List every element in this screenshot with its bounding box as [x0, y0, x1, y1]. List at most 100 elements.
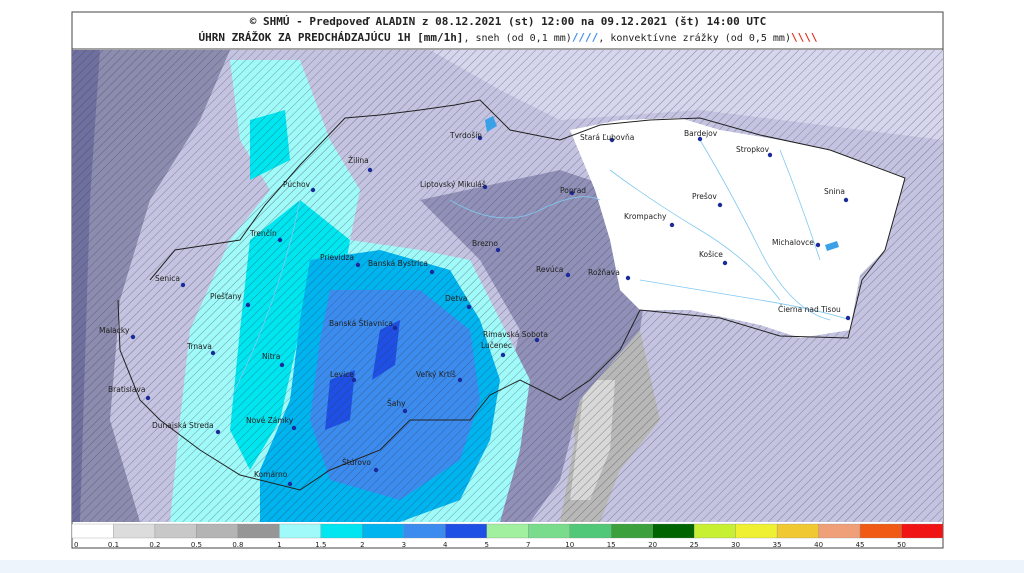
city-dot — [373, 467, 379, 473]
city-dot — [457, 377, 463, 383]
colorbar-label: 1 — [277, 541, 281, 549]
colorbar-swatch — [71, 523, 114, 539]
colorbar-label: 10 — [565, 541, 574, 549]
colorbar-label: 0 — [74, 541, 78, 549]
colorbar-label: 0.1 — [108, 541, 119, 549]
city-dot — [482, 184, 488, 190]
snow-note: , sneh (od 0,1 mm) — [463, 33, 571, 44]
city-label: Dunajská Streda — [152, 421, 214, 430]
colorbar: 0 0.1 0.2 0.5 0.8 1 1.5 2 3 4 5 7 10 15 20 25 30 35 40 45 50 — [71, 523, 944, 549]
bottom-strip — [0, 560, 1024, 573]
colorbar-label: 2 — [360, 541, 364, 549]
subtitle: ÚHRN ZRÁŽOK ZA PREDCHÁDZAJÚCU 1H [mm/1h] — [199, 31, 464, 44]
city-label: Revúca — [536, 265, 563, 274]
city-label: Krompachy — [624, 212, 667, 221]
city-label: Nitra — [262, 352, 280, 361]
city-dot — [477, 135, 483, 141]
city-label: Čierna nad Tisou — [778, 305, 841, 314]
city-dot — [569, 190, 575, 196]
colorbar-label: 15 — [607, 541, 616, 549]
city-dot — [245, 302, 251, 308]
colorbar-label: 7 — [526, 541, 530, 549]
city-label: Brezno — [472, 239, 498, 248]
colorbar-swatch — [528, 523, 570, 539]
city-label: Šahy — [387, 399, 406, 408]
colorbar-label: 1.5 — [315, 541, 326, 549]
city-dot — [697, 136, 703, 142]
colorbar-swatch — [196, 523, 239, 539]
city-dot — [722, 260, 728, 266]
city-label: Rožňava — [588, 268, 620, 277]
colorbar-swatch — [362, 523, 404, 539]
snow-symbol: //// — [572, 31, 599, 44]
city-dot — [500, 352, 506, 358]
city-dot — [534, 337, 540, 343]
city-dot — [215, 429, 221, 435]
city-label: Prešov — [692, 192, 717, 201]
colorbar-swatch — [445, 523, 487, 539]
colorbar-label: 5 — [485, 541, 489, 549]
colorbar-label: 40 — [814, 541, 823, 549]
city-dot — [180, 282, 186, 288]
city-label: Stará Ľubovňa — [580, 133, 634, 142]
colorbar-label: 4 — [443, 541, 448, 549]
city-label: Tvrdošín — [449, 131, 482, 140]
colorbar-swatch — [611, 523, 653, 539]
city-label: Rimavská Sobota — [483, 330, 548, 339]
colorbar-label: 20 — [648, 541, 657, 549]
city-label: Prievidza — [320, 253, 354, 262]
city-dot — [287, 481, 293, 487]
city-dot — [429, 269, 435, 275]
colorbar-swatch — [776, 523, 819, 539]
city-label: Košice — [699, 250, 723, 259]
city-dot — [609, 137, 615, 143]
colorbar-swatch — [652, 523, 695, 539]
colorbar-swatch — [486, 523, 529, 539]
city-dot — [355, 262, 361, 268]
city-dot — [130, 334, 136, 340]
city-label: Nové Zámky — [246, 416, 294, 425]
city-label: Žilina — [348, 156, 369, 165]
city-label: Štúrovo — [342, 458, 371, 467]
colorbar-swatch — [237, 523, 280, 539]
colorbar-swatch — [901, 523, 944, 539]
city-label: Banská Bystrica — [368, 259, 428, 268]
city-dot — [625, 275, 631, 281]
city-label: Piešťany — [210, 292, 242, 301]
city-dot — [277, 237, 283, 243]
city-dot — [145, 395, 151, 401]
title: © SHMÚ - Predpoveď ALADIN z 08.12.2021 (… — [250, 15, 767, 28]
city-dot — [291, 425, 297, 431]
city-dot — [767, 152, 773, 158]
colorbar-label: 30 — [731, 541, 740, 549]
city-dot — [815, 242, 821, 248]
city-label: Senica — [155, 274, 180, 283]
subtitle-line: ÚHRN ZRÁŽOK ZA PREDCHÁDZAJÚCU 1H [mm/1h]… — [199, 31, 818, 44]
colorbar-label: 50 — [897, 541, 906, 549]
colorbar-swatch — [279, 523, 322, 539]
city-dot — [565, 272, 571, 278]
colorbar-swatch — [818, 523, 861, 539]
city-dot — [843, 197, 849, 203]
colorbar-label: 3 — [402, 541, 406, 549]
city-dot — [392, 325, 398, 331]
city-label: Malacky — [99, 326, 130, 335]
colorbar-swatch — [154, 523, 197, 539]
cities: Tvrdošín Žilina Púchov Liptovský Mikuláš Pop… — [99, 129, 851, 487]
city-label: Michalovce — [772, 238, 814, 247]
city-label: Lučenec — [481, 341, 512, 350]
colorbar-label: 0.8 — [232, 541, 243, 549]
city-label: Veľký Krtíš — [416, 370, 456, 379]
city-dot — [367, 167, 373, 173]
city-label: Detva — [445, 294, 467, 303]
city-label: Stropkov — [736, 145, 770, 154]
colorbar-label: 45 — [856, 541, 865, 549]
city-label: Trnava — [186, 342, 212, 351]
colorbar-swatch — [403, 523, 446, 539]
city-dot — [717, 202, 723, 208]
colorbar-label: 0.2 — [149, 541, 160, 549]
city-label: Liptovský Mikuláš — [420, 180, 486, 189]
city-dot — [210, 350, 216, 356]
map — [72, 50, 943, 522]
